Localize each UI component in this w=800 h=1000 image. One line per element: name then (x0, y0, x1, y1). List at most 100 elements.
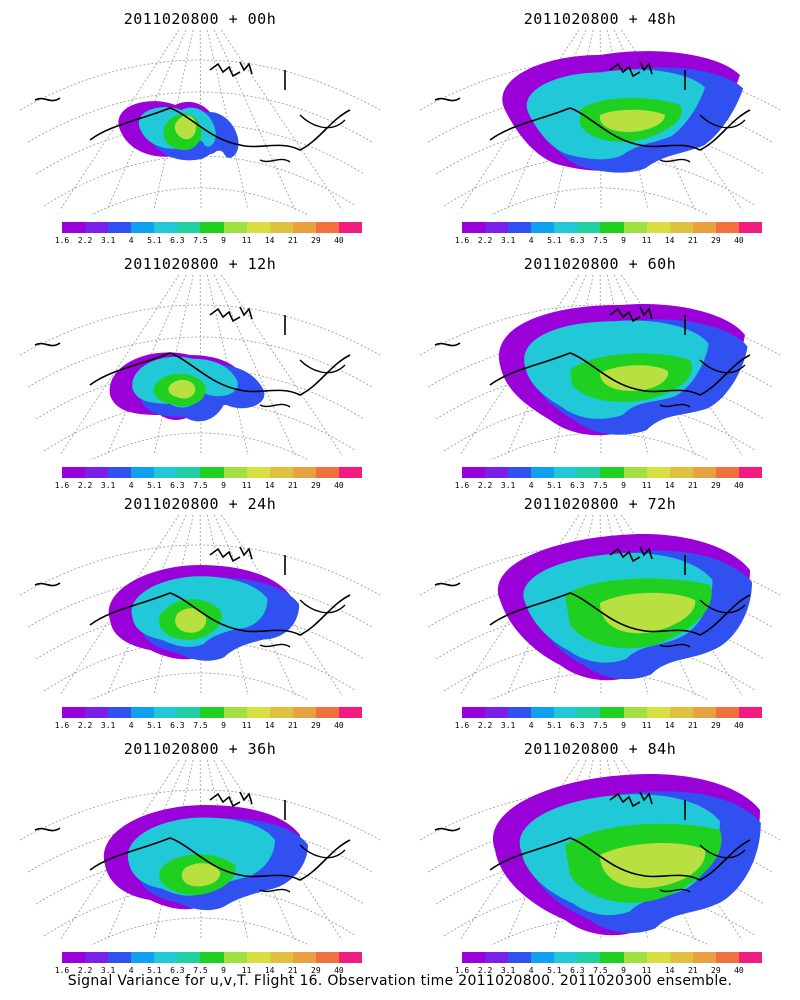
colorbar-label: 1.6 (54, 721, 70, 730)
colorbar-label: 29 (311, 966, 321, 975)
colorbar-labels: 1.6 2.2 3.1 4 5.1 6.3 7.5 9 11 14 21 29 40 (50, 481, 370, 491)
colorbar-swatch (577, 467, 601, 478)
colorbar-label: 2.2 (77, 236, 93, 245)
colorbar-label: 5.1 (547, 721, 562, 730)
colorbar-label: 6.3 (570, 721, 585, 730)
polar-projection-map (19, 759, 381, 945)
colorbar-swatch (108, 707, 132, 718)
colorbar-swatch (646, 222, 670, 233)
colorbar-swatch (338, 952, 363, 963)
colorbar-swatch (485, 952, 509, 963)
colorbar-label: 14 (664, 721, 675, 730)
forecast-panel: 2011020800 + 48h 1.6 2.2 3.1 4 5.1 6.3 7.5 9 11 14… (400, 0, 800, 245)
colorbar-swatch (669, 952, 693, 963)
colorbar-label: 4 (128, 966, 134, 975)
colorbar-label: 5.1 (147, 966, 162, 975)
colorbar-swatch (200, 222, 224, 233)
colorbar-label: 5.1 (547, 481, 562, 490)
colorbar-label: 21 (687, 481, 698, 490)
colorbar-swatch (738, 707, 763, 718)
colorbar-swatch (485, 467, 509, 478)
panel-title: 2011020800 + 36h (123, 740, 277, 758)
colorbar-label: 3.1 (500, 236, 516, 245)
colorbar-label: 11 (641, 966, 652, 975)
colorbar-label: 9 (221, 236, 226, 245)
colorbar-label: 6.3 (570, 481, 585, 490)
colorbar-swatch (531, 222, 555, 233)
colorbar-label: 7.5 (593, 236, 608, 245)
colorbar-swatch (669, 707, 693, 718)
colorbar-label: 7.5 (193, 481, 208, 490)
colorbar-label: 4 (528, 721, 534, 730)
colorbar-label: 14 (264, 966, 275, 975)
colorbar-label: 3.1 (100, 966, 116, 975)
colorbar-swatch (62, 222, 86, 233)
colorbar-label: 11 (241, 236, 252, 245)
colorbar (62, 467, 363, 478)
colorbar-label: 2.2 (477, 481, 493, 490)
colorbar-swatch (623, 222, 647, 233)
colorbar-swatch (177, 467, 201, 478)
colorbar (462, 467, 763, 478)
colorbar-swatch (315, 222, 339, 233)
colorbar-label: 21 (287, 966, 298, 975)
colorbar-label: 11 (241, 721, 252, 730)
colorbar-labels: 1.6 2.2 3.1 4 5.1 6.3 7.5 9 11 14 21 29 40 (50, 236, 370, 246)
colorbar-label: 40 (734, 721, 744, 730)
colorbar-label: 29 (311, 721, 321, 730)
colorbar-swatch (315, 467, 339, 478)
colorbar-swatch (508, 467, 532, 478)
colorbar-label: 29 (311, 481, 321, 490)
colorbar-label: 21 (287, 481, 298, 490)
colorbar-swatch (669, 222, 693, 233)
colorbar-swatch (531, 952, 555, 963)
colorbar-label: 4 (528, 236, 534, 245)
colorbar-swatch (554, 467, 578, 478)
colorbar-label: 1.6 (454, 966, 470, 975)
colorbar-label: 1.6 (454, 721, 470, 730)
panel-title: 2011020800 + 72h (523, 495, 677, 513)
colorbar-label: 1.6 (54, 966, 70, 975)
colorbar-label: 29 (711, 721, 721, 730)
colorbar-swatch (292, 467, 316, 478)
forecast-panel: 2011020800 + 84h 1.6 2.2 3.1 4 5.1 6.3 7.5 9 11 14… (400, 730, 800, 975)
colorbar-label: 21 (287, 236, 298, 245)
colorbar-label: 40 (334, 236, 344, 245)
colorbar-swatch (85, 952, 109, 963)
forecast-panel: 2011020800 + 24h 1.6 2.2 3.1 4 5.1 6.3 7.5 9 11 14… (0, 485, 400, 730)
colorbar-label: 7.5 (193, 966, 208, 975)
colorbar-label: 2.2 (77, 721, 93, 730)
forecast-panel: 2011020800 + 72h 1.6 2.2 3.1 4 5.1 6.3 7.5 9 11 14… (400, 485, 800, 730)
colorbar-swatch (738, 952, 763, 963)
colorbar-swatch (715, 707, 739, 718)
colorbar-label: 7.5 (593, 966, 608, 975)
colorbar-label: 3.1 (500, 481, 516, 490)
panel-title: 2011020800 + 12h (123, 255, 277, 273)
colorbar-swatch (600, 467, 624, 478)
colorbar-swatch (108, 222, 132, 233)
colorbar-swatch (269, 707, 293, 718)
colorbar-label: 9 (621, 481, 626, 490)
colorbar-label: 40 (334, 721, 344, 730)
colorbar-swatch (338, 467, 363, 478)
colorbar (62, 952, 363, 963)
colorbar-swatch (108, 952, 132, 963)
colorbar (462, 952, 763, 963)
colorbar-swatch (246, 467, 270, 478)
colorbar-label: 7.5 (593, 721, 608, 730)
colorbar-label: 14 (264, 236, 275, 245)
colorbar-swatch (692, 467, 716, 478)
polar-projection-map (19, 29, 381, 215)
colorbar-swatch (131, 707, 155, 718)
forecast-panel: 2011020800 + 12h 1.6 2.2 3.1 4 5.1 6.3 7.5 9 11 14… (0, 245, 400, 490)
polar-projection-map (19, 274, 381, 460)
colorbar-label: 6.3 (170, 236, 185, 245)
colorbar-label: 3.1 (500, 721, 516, 730)
colorbar-swatch (462, 222, 486, 233)
colorbar-label: 2.2 (77, 481, 93, 490)
colorbar-swatch (715, 222, 739, 233)
colorbar (62, 222, 363, 233)
colorbar-swatch (177, 952, 201, 963)
colorbar-label: 9 (221, 966, 226, 975)
colorbar-swatch (577, 222, 601, 233)
